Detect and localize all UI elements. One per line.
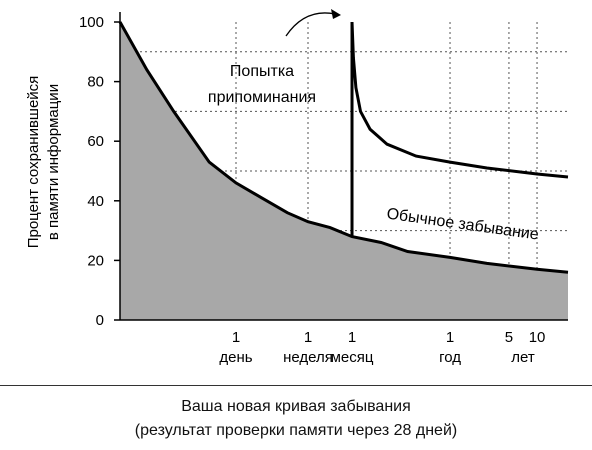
x-tick-unit: день: [219, 349, 252, 366]
x-tick-number: 1: [304, 329, 312, 346]
y-axis-label-line1: Процент сохранившейся: [25, 76, 42, 249]
x-tick-labels: 1 день 1 неделя 1 месяц 1 год 5 10 лет: [219, 329, 545, 366]
caption-subtitle: (результат проверки памяти через 28 дней…: [134, 422, 458, 439]
y-tick-label: 60: [87, 133, 104, 150]
recall-arrow-head: [331, 9, 341, 19]
y-tick-label: 20: [87, 252, 104, 269]
retention-shaded-area: [120, 22, 568, 320]
axes: [119, 12, 568, 321]
recall-annotation-line2: припоминания: [208, 89, 316, 106]
x-tick-number: 5: [505, 329, 513, 346]
x-tick-number: 1: [232, 329, 240, 346]
caption-divider: [0, 385, 592, 386]
recall-arrow: [285, 12, 336, 37]
series-normal-forgetting: [118, 21, 569, 274]
y-tick-label: 100: [79, 14, 104, 31]
x-tick-unit-years: лет: [511, 349, 535, 366]
x-tick-unit: год: [439, 349, 461, 366]
forgetting-curve-chart: 0 20 40 60 80 100 1 день 1 неделя 1 месяц 1 год 5 10 ле…: [25, 9, 569, 366]
x-tick-unit: неделя: [283, 349, 333, 366]
y-axis-label-line2: в памяти информации: [45, 84, 62, 240]
y-tick-labels: 0 20 40 60 80 100: [79, 14, 120, 329]
y-tick-label: 0: [96, 312, 104, 329]
y-tick-label: 80: [87, 74, 104, 91]
caption-title: Ваша новая кривая забывания: [181, 398, 411, 415]
x-tick-unit: месяц: [331, 349, 374, 366]
y-tick-label: 40: [87, 193, 104, 210]
x-tick-number: 1: [348, 329, 356, 346]
normal-forgetting-annotation: Обычное забывание: [386, 205, 540, 243]
series-recall-curve: [350, 21, 569, 179]
series-lines: [118, 21, 569, 274]
recall-annotation-line1: Попытка: [230, 63, 294, 80]
x-tick-number: 10: [529, 329, 546, 346]
x-tick-number: 1: [446, 329, 454, 346]
